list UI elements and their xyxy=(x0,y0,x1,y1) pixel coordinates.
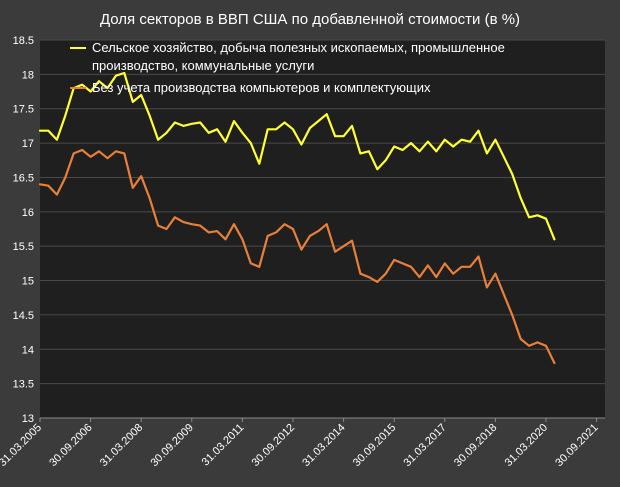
y-axis-ticks: 13 13.5 14 14.5 15 15.5 16 16.5 17 17.5 18 18.5 xyxy=(13,35,34,425)
x-tick-label: 30.09.2009 xyxy=(148,422,195,469)
y-tick-label: 15.5 xyxy=(13,241,34,253)
legend-label-1: Сельское хозяйство, добыча полезных иско… xyxy=(92,40,505,55)
y-tick-label: 17 xyxy=(22,138,34,150)
x-tick-label: 30.09.2015 xyxy=(351,422,398,469)
y-tick-label: 15 xyxy=(22,276,34,288)
series-lines xyxy=(38,71,556,365)
y-tick-label: 14 xyxy=(22,344,34,356)
x-tick-label: 31.03.2020 xyxy=(503,422,550,469)
series-line-1 xyxy=(38,71,556,241)
x-tick-label: 31.03.2008 xyxy=(98,422,145,469)
x-tick-label: 30.09.2021 xyxy=(553,422,600,469)
y-tick-label: 13.5 xyxy=(13,379,34,391)
x-tick-label: 31.03.2017 xyxy=(401,422,448,469)
y-tick-label: 18.5 xyxy=(13,35,34,47)
y-tick-label: 17.5 xyxy=(13,104,34,116)
y-tick-label: 16 xyxy=(22,207,34,219)
y-tick-label: 16.5 xyxy=(13,172,34,184)
x-tick-label: 31.03.2005 xyxy=(0,422,44,469)
legend-label-1: производство, коммунальные услуги xyxy=(92,58,314,73)
y-tick-label: 18 xyxy=(22,69,34,81)
legend: Сельское хозяйство, добыча полезных иско… xyxy=(70,40,505,95)
x-axis-ticks: 31.03.2005 30.09.2006 31.03.2008 30.09.2009… xyxy=(0,418,601,469)
x-tick-label: 30.09.2018 xyxy=(452,422,499,469)
x-tick-label: 30.09.2006 xyxy=(47,422,94,469)
x-tick-label: 31.03.2014 xyxy=(300,422,347,469)
legend-label-2: Без учета производства компьютеров и ком… xyxy=(92,80,431,95)
series-line-2 xyxy=(38,148,556,365)
x-tick-label: 31.03.2011 xyxy=(200,422,247,469)
x-tick-label: 30.09.2012 xyxy=(250,422,297,469)
chart-title: Доля секторов в ВВП США по добавленной с… xyxy=(100,11,520,28)
y-tick-label: 13 xyxy=(22,413,34,425)
y-tick-label: 14.5 xyxy=(13,310,34,322)
gridlines xyxy=(40,39,605,419)
